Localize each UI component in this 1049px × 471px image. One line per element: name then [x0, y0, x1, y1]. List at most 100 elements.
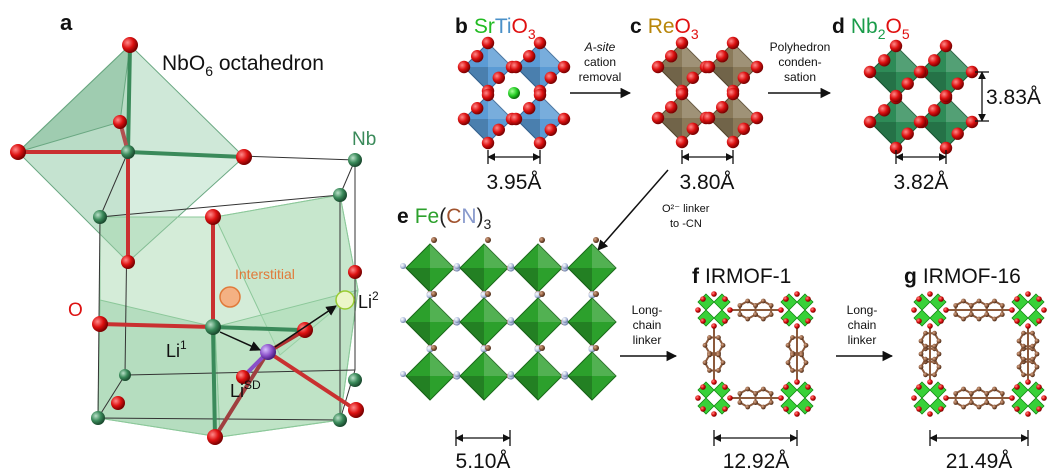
oxygen-atom: [889, 141, 903, 155]
lisd-to-li2-arrow: [274, 305, 337, 348]
carbon-atom: [753, 312, 758, 317]
formula-segment: Nb: [851, 15, 878, 38]
formula-segment: Sr: [474, 15, 495, 38]
carbon-atom: [539, 345, 545, 351]
carbon-atom: [785, 342, 791, 348]
oxygen-atom: [794, 323, 800, 329]
oxygen-atom: [805, 318, 811, 324]
carbon-atom: [753, 303, 758, 308]
oxygen-atom: [651, 111, 665, 125]
carbon-atom: [745, 404, 751, 410]
formula-segment: ): [477, 205, 484, 228]
oxygen-atom: [939, 39, 953, 53]
oxygen-atom: [939, 141, 953, 155]
carbon-atom: [1021, 356, 1026, 362]
oxygen-atom: [916, 296, 922, 302]
oxygen-atom: [1009, 307, 1015, 313]
formula-segment: O: [512, 15, 528, 38]
arrow-f-to-g-line1: Long-: [847, 303, 878, 317]
oxygen-atom: [927, 411, 933, 417]
oxygen-atom: [113, 115, 127, 129]
octahedron-face: [540, 95, 564, 119]
oxygen-atom: [916, 318, 922, 324]
carbon-atom: [932, 372, 937, 378]
formula-segment: O: [885, 15, 901, 38]
fe-octahedron: [513, 351, 563, 401]
octahedron-face: [920, 122, 946, 148]
octahedron-face: [484, 352, 508, 376]
arrow-f-to-g: Long- chain linker: [836, 303, 894, 362]
formula-segment: 5: [902, 26, 910, 42]
oxygen-atom: [557, 60, 571, 74]
oxygen-atom: [1025, 323, 1031, 329]
zn-tetrahedron: [913, 293, 931, 311]
carbon-atom: [953, 391, 959, 396]
oxygen-atom: [1041, 395, 1047, 401]
octahedron-face: [920, 72, 946, 98]
oxygen-atom: [783, 318, 789, 324]
carbon-atom: [485, 291, 491, 297]
carbon-atom: [923, 343, 928, 349]
carbon-atom: [790, 335, 795, 340]
oxygen-atom: [236, 370, 250, 384]
oxygen-atom: [533, 136, 547, 150]
carbon-atom: [1030, 356, 1035, 362]
octahedron-face: [538, 244, 562, 268]
zn-tetrahedron: [929, 309, 947, 327]
carbon-atom: [1030, 330, 1035, 336]
panel-c-dimension-label: 3.80Å: [680, 171, 735, 194]
oxygen-atom: [722, 318, 728, 324]
oxygen-atom: [92, 316, 108, 332]
carbon-atom: [953, 312, 959, 317]
oxygen-atom: [457, 112, 471, 126]
panel-c-title: c ReO3: [630, 15, 699, 42]
oxygen-atom: [1014, 318, 1020, 324]
panel-e-title: e Fe(CN)3: [397, 205, 492, 232]
oxygen-atom: [675, 36, 689, 50]
carbon-atom: [968, 391, 974, 396]
zn-tetrahedron: [713, 381, 731, 399]
zn-tetrahedron: [697, 293, 715, 311]
carbon-atom: [702, 342, 708, 348]
oxygen-atom: [810, 395, 816, 401]
zn-tetrahedron: [780, 293, 798, 311]
oxygen-atom: [348, 402, 364, 418]
oxygen-atom: [916, 406, 922, 412]
carbon-atom: [1016, 351, 1022, 357]
zn-tetrahedron: [1011, 293, 1029, 311]
oxygen-atom: [716, 101, 729, 114]
niobium-atom: [121, 145, 135, 159]
arrow-c-to-d-line3: sation: [784, 70, 816, 84]
oxygen-atom: [10, 144, 26, 160]
carbon-atom: [753, 391, 758, 396]
oxygen-atom: [889, 89, 903, 103]
nitrogen-atom: [508, 371, 514, 377]
niobium-atom: [91, 411, 105, 425]
oxygen-atom: [122, 37, 138, 53]
zn-tetrahedron: [1027, 309, 1045, 327]
carbon-atom: [968, 400, 974, 405]
carbon-atom: [968, 312, 974, 317]
zn-tetrahedron: [1011, 381, 1029, 399]
octahedron-face: [592, 298, 616, 322]
oxygen-atom: [1036, 318, 1042, 324]
nitrogen-atom: [562, 263, 568, 269]
oxygen-atom: [726, 36, 740, 50]
octahedron-face: [538, 352, 562, 376]
arrow-e-to-f-line1: Long-: [632, 303, 663, 317]
carbon-atom: [707, 352, 712, 358]
panel-b-dimension-label: 3.95Å: [487, 171, 542, 194]
arrow-c-to-e: O²⁻ linker to -CN: [597, 169, 710, 251]
oxygen-atom: [778, 395, 784, 401]
oxygen-atom: [523, 102, 536, 115]
formula-segment: 3: [691, 26, 699, 42]
oxygen-atom: [509, 60, 523, 74]
panel-g-structure: [911, 291, 1047, 417]
panel-b-title: b SrTiO3: [455, 15, 536, 42]
oxygen-atom: [675, 135, 689, 149]
nitrogen-atom: [562, 371, 568, 377]
panel-d-vertical-dimension-label: 3.83Å: [986, 86, 1041, 109]
oxygen-atom: [938, 384, 944, 390]
octahedron-face: [592, 352, 616, 376]
